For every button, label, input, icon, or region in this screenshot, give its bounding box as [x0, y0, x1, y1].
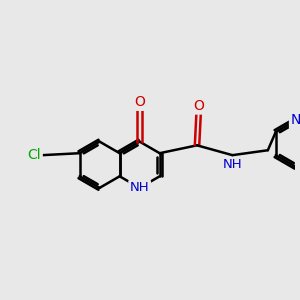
Text: O: O [134, 95, 145, 109]
Text: NH: NH [223, 158, 242, 172]
Text: NH: NH [130, 182, 149, 194]
Text: N: N [290, 113, 300, 128]
Text: O: O [194, 99, 204, 113]
Text: Cl: Cl [28, 148, 41, 162]
